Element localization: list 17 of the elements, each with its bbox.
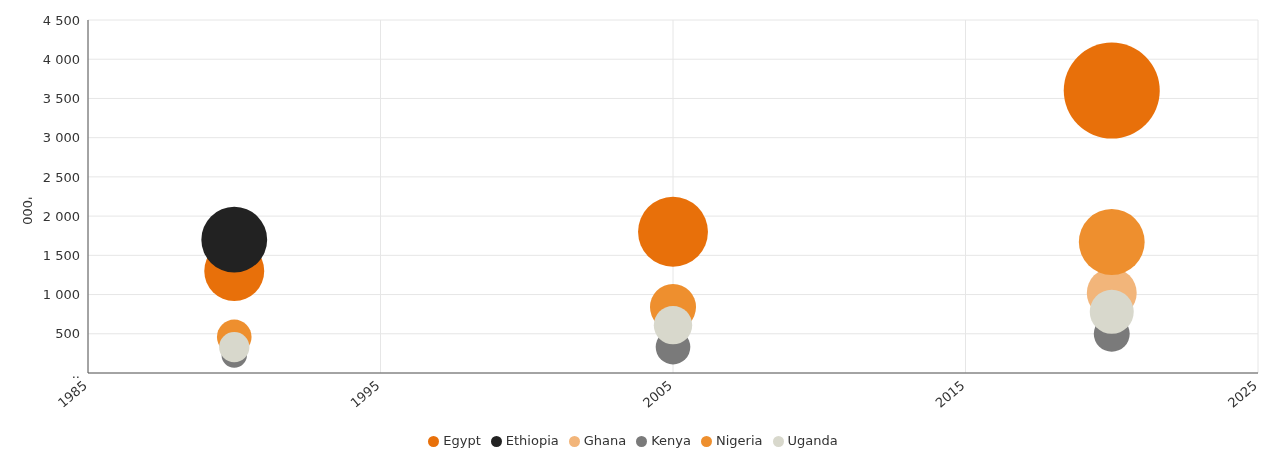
y-tick-label: 4 000 — [42, 51, 80, 67]
y-tick-label: 4 500 — [42, 12, 80, 28]
y-tick-label: 500 — [55, 326, 80, 342]
y-tick-label: 3 000 — [42, 130, 80, 146]
legend-label: Nigeria — [716, 433, 763, 448]
legend-label: Uganda — [787, 433, 838, 448]
y-tick-label: .. — [71, 365, 80, 381]
legend-label: Egypt — [443, 433, 481, 448]
y-tick-label: 3 500 — [42, 91, 80, 107]
y-tick-label: 1 500 — [42, 247, 80, 263]
legend-label: Kenya — [651, 433, 692, 448]
y-tick-label: 2 500 — [42, 169, 80, 185]
legend-label: Ghana — [583, 433, 627, 448]
y-tick-label: 1 000 — [42, 287, 80, 303]
y-tick-label: 2 000 — [42, 208, 80, 224]
legend-label: Ethiopia — [505, 433, 559, 448]
y-axis-title: '000 — [20, 196, 36, 225]
